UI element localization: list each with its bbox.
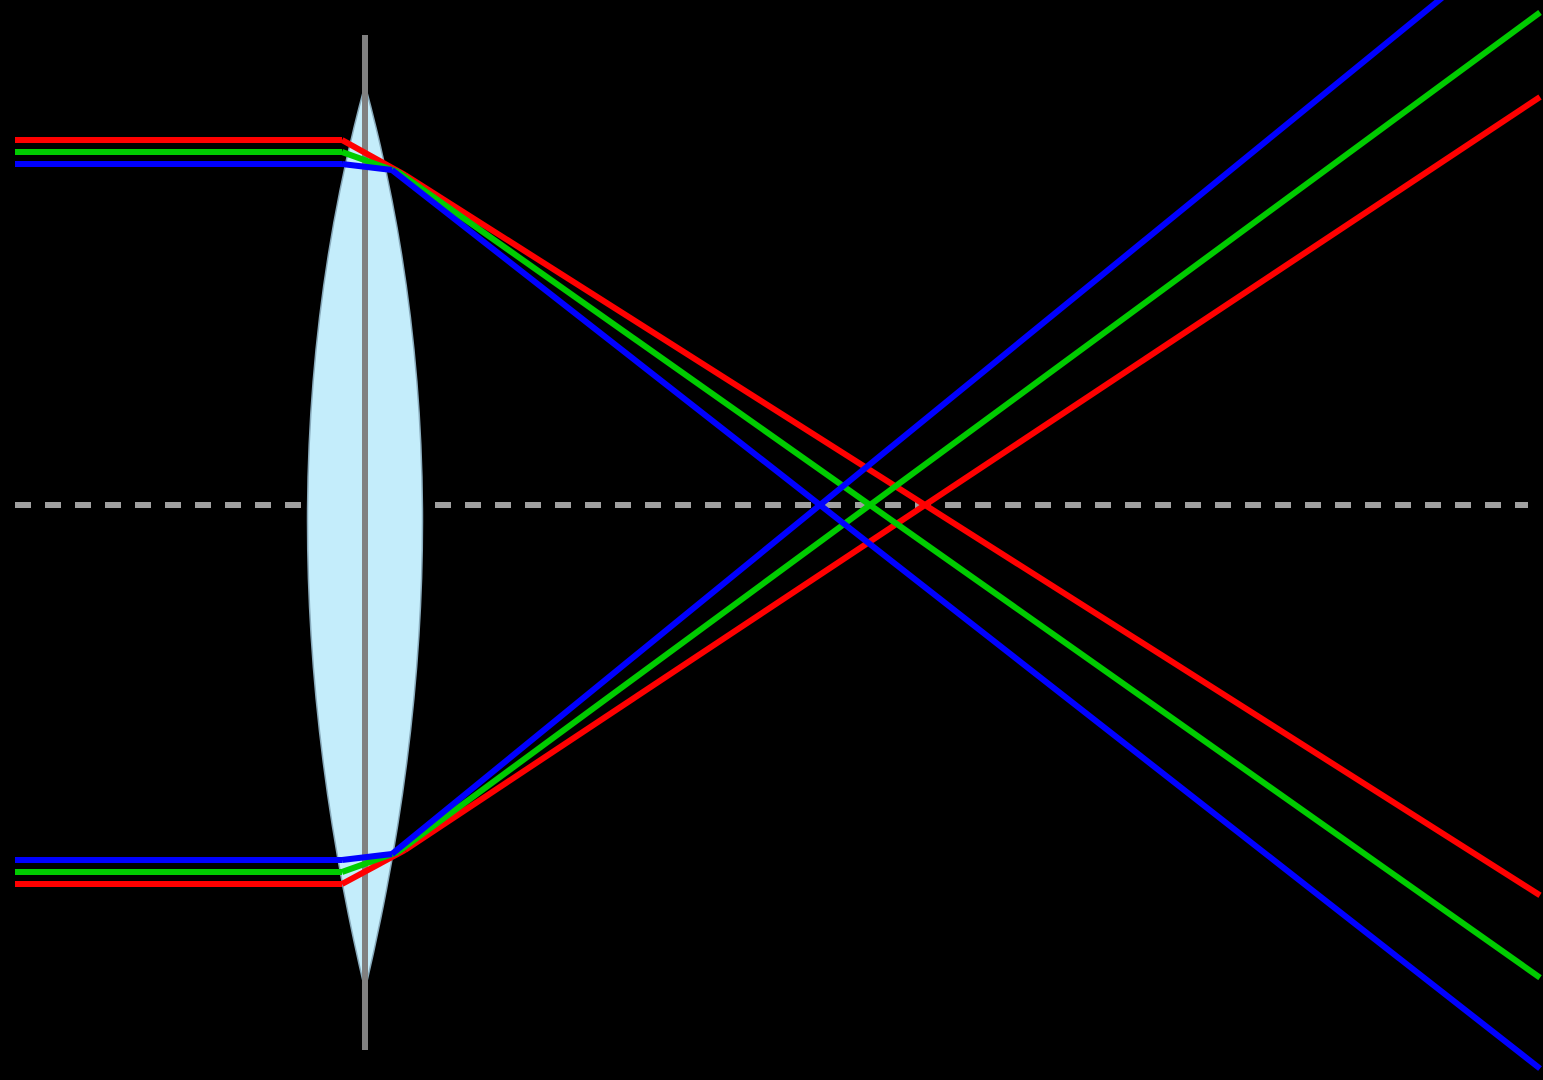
chromatic-aberration-diagram: [0, 0, 1543, 1080]
